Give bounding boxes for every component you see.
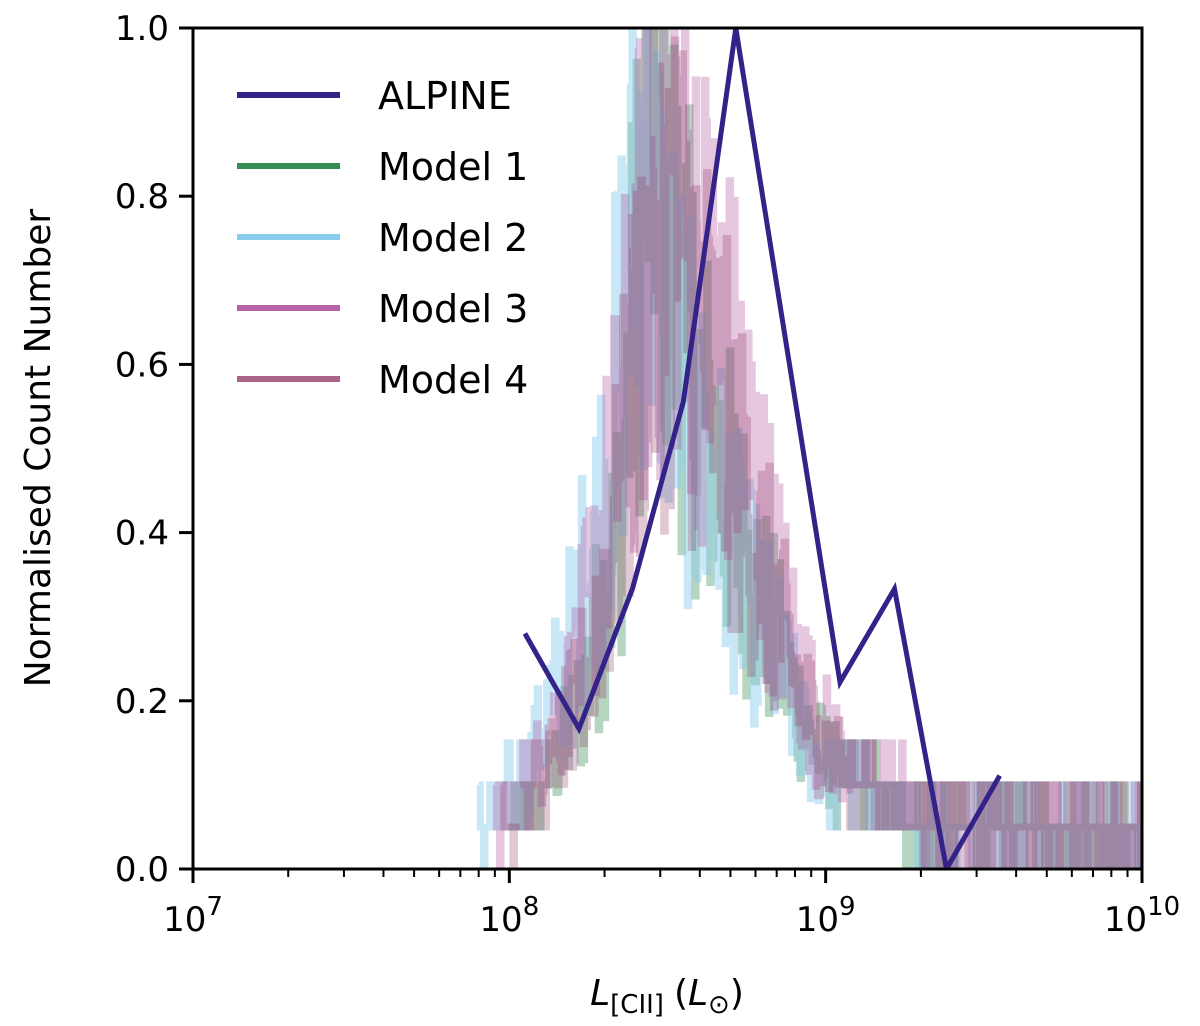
y-axis-label: Normalised Count Number <box>18 209 59 688</box>
y-tick-label: 0.6 <box>115 345 169 385</box>
series-alpine-line <box>522 28 1002 869</box>
alpine-series-layer <box>522 28 1002 869</box>
legend-label: Model 3 <box>378 287 528 331</box>
x-axis-label-unit-close: ) <box>730 973 744 1014</box>
legend: ALPINE Model 1 Model 2 Model 3 Model 4 <box>237 74 528 402</box>
y-tick-label: 0.0 <box>115 850 169 890</box>
series-model-3 <box>492 28 1142 869</box>
plot-frame <box>191 26 1144 871</box>
series-4-path <box>500 28 1142 869</box>
y-tick-label: 0.4 <box>115 514 169 554</box>
legend-label: ALPINE <box>378 74 512 118</box>
x-tick-label: 107 <box>163 892 223 940</box>
model-series-layer <box>476 28 1142 869</box>
x-axis-label-sub: [CII] <box>610 990 664 1020</box>
series-3-path <box>492 28 1142 869</box>
x-axis-label-unit: L <box>688 973 708 1014</box>
series-model-2 <box>476 28 1142 869</box>
series-model-4 <box>500 28 1142 869</box>
x-axis-label: L[CII] (L⊙) <box>590 973 744 1020</box>
series-1-path <box>509 28 1142 869</box>
legend-label: Model 4 <box>378 358 528 402</box>
x-tick-label: 109 <box>796 892 856 940</box>
series-model-1 <box>509 28 1142 869</box>
y-tick-label: 0.8 <box>115 177 169 217</box>
tick-layer: 107 108 109 1010 0.0 0.2 0.4 0.6 0.8 1.0 <box>115 9 1180 940</box>
y-tick-label: 0.2 <box>115 682 169 722</box>
series-2-path <box>476 28 1142 869</box>
x-axis-label-unit-sub: ⊙ <box>708 990 730 1020</box>
x-axis-label-unit-open: ( <box>674 973 688 1014</box>
legend-label: Model 1 <box>378 145 528 189</box>
x-tick-label: 108 <box>479 892 539 940</box>
legend-label: Model 2 <box>378 216 528 260</box>
x-axis-label-main: L <box>590 973 610 1014</box>
x-tick-label: 1010 <box>1104 892 1180 940</box>
y-tick-label: 1.0 <box>115 9 169 49</box>
